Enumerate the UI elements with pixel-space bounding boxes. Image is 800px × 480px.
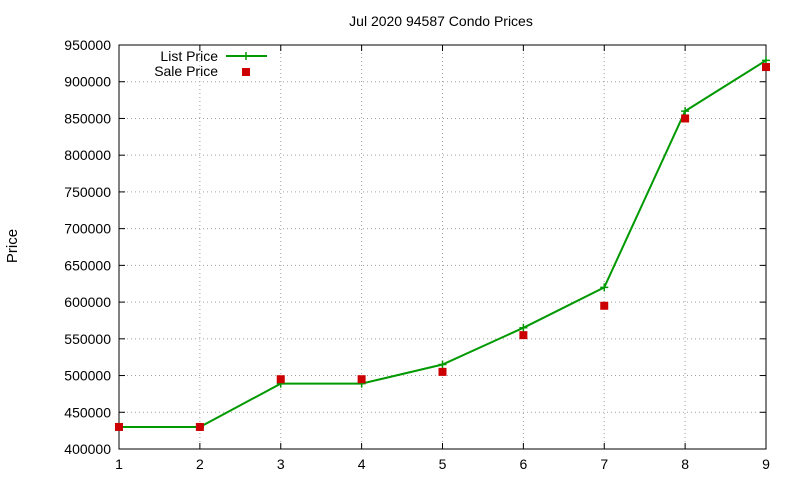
x-tick-label: 6 — [519, 456, 527, 472]
list-price-point — [438, 360, 447, 369]
series-layer — [115, 56, 770, 431]
x-tick-label: 7 — [600, 456, 608, 472]
legend: List Price Sale Price — [154, 48, 267, 79]
legend-square-marker — [242, 68, 250, 76]
sale-price-point — [438, 367, 447, 376]
x-tick-label: 5 — [439, 456, 447, 472]
y-tick-label: 900000 — [64, 74, 111, 90]
legend-plus-marker — [242, 52, 250, 60]
list-price-point — [600, 283, 609, 292]
y-tick-label: 850000 — [64, 110, 111, 126]
x-tick-label: 3 — [277, 456, 285, 472]
x-tick-label: 2 — [196, 456, 204, 472]
sale-price-point — [600, 301, 609, 310]
legend-label-list-price: List Price — [160, 48, 218, 64]
y-tick-label: 700000 — [64, 221, 111, 237]
x-tick-label: 4 — [358, 456, 366, 472]
x-tick-label: 9 — [762, 456, 770, 472]
sale-price-point — [762, 63, 770, 72]
legend-label-sale-price: Sale Price — [154, 63, 218, 79]
y-axis-label: Price — [4, 229, 21, 263]
legend-sample-list-price — [226, 52, 267, 60]
y-tick-label: 950000 — [64, 37, 111, 53]
y-tick-label: 500000 — [64, 368, 111, 384]
y-tick-label: 800000 — [64, 147, 111, 163]
y-tick-label: 750000 — [64, 184, 111, 200]
y-tick-label: 550000 — [64, 331, 111, 347]
list-price-point — [519, 323, 528, 332]
y-axis-tick-labels: 400000 450000 500000 550000 600000 650000 7000… — [64, 37, 111, 457]
y-tick-label: 400000 — [64, 441, 111, 457]
sale-price-point — [195, 422, 204, 431]
x-tick-label: 1 — [115, 456, 123, 472]
list-price-point — [681, 107, 690, 116]
sale-price-point — [357, 375, 366, 384]
sale-price-point — [276, 375, 285, 384]
legend-sample-sale-price — [242, 68, 250, 76]
y-tick-label: 450000 — [64, 404, 111, 420]
plot-frame — [118, 44, 767, 450]
chart-title: Jul 2020 94587 Condo Prices — [349, 13, 533, 29]
x-axis-tick-labels: 1 2 3 4 5 6 7 8 9 — [115, 456, 770, 472]
sale-price-point — [115, 422, 123, 431]
grid-lines — [119, 45, 766, 449]
y-tick-label: 650000 — [64, 257, 111, 273]
y-tick-label: 600000 — [64, 294, 111, 310]
x-tick-label: 8 — [681, 456, 689, 472]
sale-price-point — [519, 331, 528, 340]
sale-price-point — [681, 114, 690, 123]
